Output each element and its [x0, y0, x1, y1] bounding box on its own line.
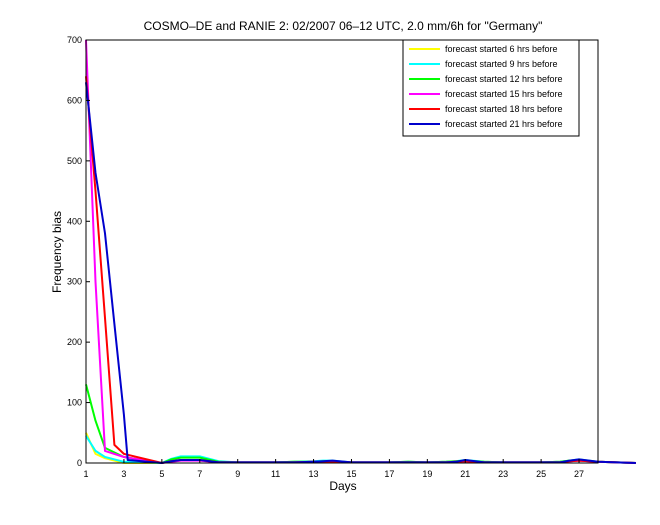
- x-tick-label: 23: [498, 469, 508, 479]
- legend-label: forecast started 6 hrs before: [445, 44, 558, 54]
- plot-frame: [85, 39, 599, 464]
- y-tick-label: 0: [77, 458, 82, 468]
- legend-label: forecast started 18 hrs before: [445, 104, 563, 114]
- x-tick-label: 17: [384, 469, 394, 479]
- x-tick-label: 11: [271, 469, 280, 479]
- y-axis-label: Frequency bias: [50, 211, 64, 293]
- legend-label: forecast started 12 hrs before: [445, 74, 563, 84]
- y-tick-label: 500: [67, 156, 82, 166]
- legend-label: forecast started 9 hrs before: [445, 59, 558, 69]
- series-line-1: [85, 432, 636, 464]
- y-tick-label: 200: [67, 337, 82, 347]
- series-line-3: [85, 384, 636, 464]
- x-tick-label: 1: [83, 469, 88, 479]
- x-tick-label: 27: [574, 469, 584, 479]
- ticks-layer: 1 3 5 7 9 11 13 15 17 19 21 23 25 2701002003004005006…: [67, 35, 584, 479]
- legend-box: [402, 39, 580, 137]
- x-tick-label: 19: [422, 469, 432, 479]
- y-tick-label: 400: [67, 216, 82, 226]
- x-tick-label: 15: [346, 469, 356, 479]
- x-tick-label: 21: [460, 469, 470, 479]
- legend: forecast started 6 hrs before forecast st…: [402, 39, 580, 137]
- x-axis-label: Days: [329, 479, 356, 493]
- x-tick-label: 3: [121, 469, 126, 479]
- x-tick-label: 5: [159, 469, 164, 479]
- series-line-6: [85, 82, 636, 464]
- x-tick-label: 13: [309, 469, 319, 479]
- x-tick-label: 25: [536, 469, 546, 479]
- y-tick-label: 700: [67, 35, 82, 45]
- x-tick-label: 7: [197, 469, 202, 479]
- legend-label: forecast started 15 hrs before: [445, 89, 563, 99]
- y-tick-label: 100: [67, 398, 82, 408]
- chart-title: COSMO–DE and RANIE 2: 02/2007 06–12 UTC,…: [144, 19, 543, 33]
- x-tick-label: 9: [235, 469, 240, 479]
- y-tick-label: 300: [67, 277, 82, 287]
- y-tick-label: 600: [67, 95, 82, 105]
- legend-items: forecast started 6 hrs before forecast st…: [409, 44, 563, 129]
- legend-label: forecast started 21 hrs before: [445, 119, 563, 129]
- series-line-2: [85, 435, 636, 464]
